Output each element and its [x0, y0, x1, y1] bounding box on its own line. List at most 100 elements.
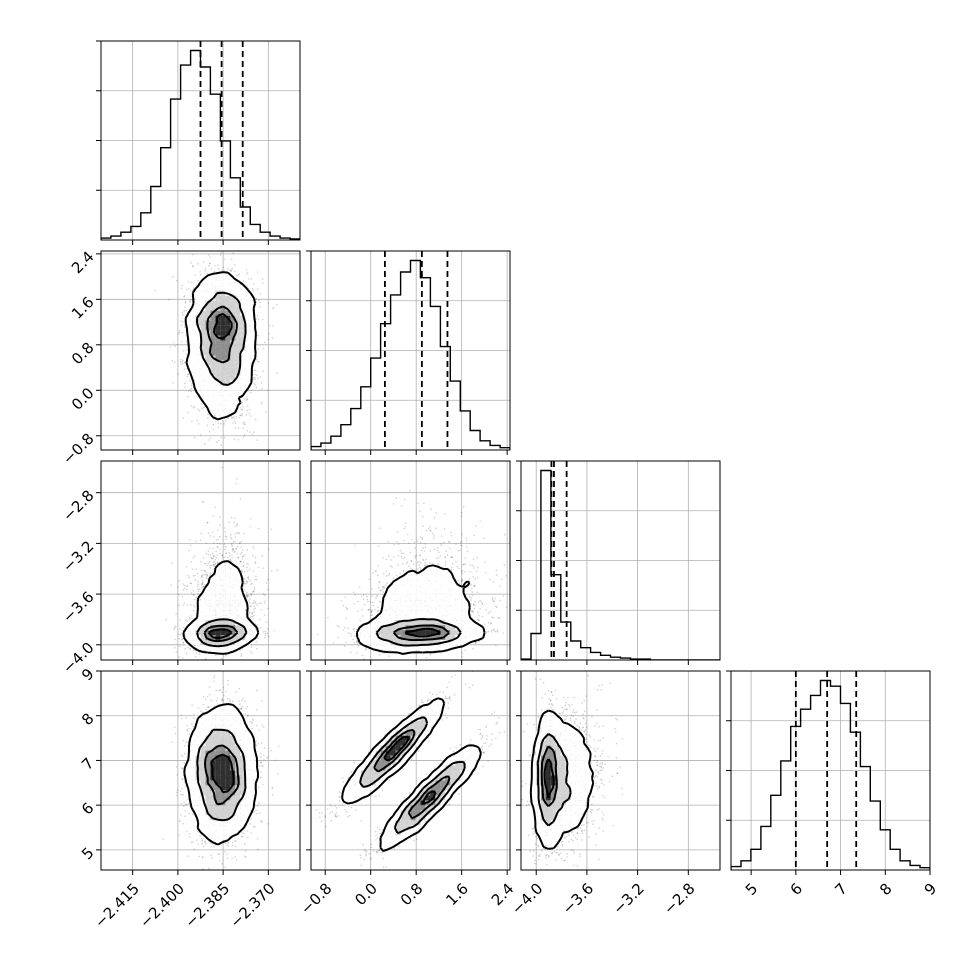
scatter-point — [192, 649, 195, 651]
density-cell — [245, 320, 251, 326]
scatter-point — [217, 426, 220, 428]
scatter-point — [215, 550, 217, 553]
scatter-point — [252, 378, 254, 381]
density-cell — [190, 370, 196, 376]
scatter-point — [264, 630, 267, 633]
density-cell — [210, 410, 216, 416]
scatter-point — [224, 420, 227, 422]
scatter-point — [251, 613, 253, 615]
density-cell — [210, 305, 216, 311]
scatter-point — [202, 406, 205, 409]
density-cell — [220, 315, 226, 321]
density-cell — [210, 325, 216, 331]
scatter-point — [269, 324, 271, 327]
scatter-point — [192, 575, 195, 577]
scatter-point — [237, 274, 240, 276]
scatter-point — [185, 652, 188, 655]
scatter-point — [235, 525, 237, 528]
density-cell — [245, 310, 251, 316]
density-cell — [230, 330, 236, 336]
scatter-point — [181, 657, 184, 659]
density-cell — [240, 305, 246, 311]
density-cell — [245, 350, 251, 356]
density-cell — [225, 275, 231, 281]
scatter-point — [254, 377, 256, 379]
scatter-point — [248, 409, 251, 411]
scatter-point — [245, 268, 248, 271]
scatter-point — [246, 581, 249, 583]
scatter-point — [272, 325, 274, 327]
density-cell — [230, 295, 236, 301]
scatter-point — [207, 562, 210, 565]
density-cell — [250, 330, 256, 336]
scatter-point — [246, 430, 249, 432]
scatter-point — [202, 585, 205, 587]
scatter-point — [184, 386, 186, 388]
scatter-point — [200, 576, 203, 579]
density-cell — [215, 370, 221, 376]
density-cell — [210, 340, 216, 346]
density-cell — [250, 355, 256, 361]
histogram-p2 — [311, 259, 510, 450]
density-cell — [240, 380, 246, 386]
scatter-point — [184, 300, 187, 303]
scatter-point — [197, 280, 199, 282]
scatter-point — [272, 306, 275, 309]
scatter-point — [189, 539, 191, 541]
scatter-point — [232, 540, 235, 543]
scatter-point — [179, 628, 181, 630]
scatter-point — [233, 420, 236, 422]
density-cell — [210, 360, 216, 366]
scatter-point — [251, 582, 253, 585]
density-cell — [215, 285, 221, 291]
density-cell — [210, 285, 216, 291]
scatter-point — [249, 391, 252, 394]
scatter-point — [207, 413, 209, 416]
density-cell — [245, 370, 251, 376]
density-cell — [210, 395, 216, 401]
scatter-point — [217, 545, 219, 548]
density-cell — [225, 390, 231, 396]
density-cell — [225, 380, 231, 386]
scatter-point — [200, 560, 202, 563]
scatter-point — [253, 602, 255, 605]
density-cell — [230, 385, 236, 391]
scatter-point — [208, 560, 211, 563]
density-cell — [245, 365, 251, 371]
density-cell — [240, 375, 246, 381]
scatter-point — [264, 636, 266, 639]
density-cell — [210, 280, 216, 286]
density-cell — [230, 315, 236, 321]
scatter-point — [208, 451, 210, 453]
density-cell — [215, 275, 221, 281]
density-cell — [245, 330, 251, 336]
scatter-point — [202, 581, 204, 584]
density-cell — [200, 385, 206, 391]
density-cell — [250, 350, 256, 356]
scatter-point — [165, 618, 168, 621]
scatter-point — [194, 274, 196, 276]
scatter-point — [220, 423, 222, 425]
scatter-point — [255, 386, 257, 389]
scatter-point — [172, 381, 174, 384]
scatter-point — [256, 315, 259, 317]
scatter-point — [255, 640, 258, 643]
density-cell — [230, 325, 236, 331]
scatter-point — [202, 574, 205, 576]
panels-layer: −0.80.00.81.62.4−4.0−3.6−3.2−2.8−2.415−2… — [59, 40, 940, 932]
scatter-point — [257, 348, 260, 350]
contour-line — [206, 305, 238, 364]
scatter-point — [178, 580, 180, 582]
scatter-point — [200, 532, 203, 535]
scatter-point — [237, 557, 239, 559]
density-cell — [215, 395, 221, 401]
scatter-point — [192, 265, 194, 267]
density-cell — [215, 280, 221, 286]
scatter-point — [254, 561, 257, 563]
scatter-point — [220, 436, 222, 439]
density-cell — [200, 280, 206, 286]
scatter-point — [242, 436, 245, 439]
scatter-point — [244, 554, 246, 556]
scatter-point — [264, 341, 266, 344]
scatter-point — [195, 596, 198, 599]
